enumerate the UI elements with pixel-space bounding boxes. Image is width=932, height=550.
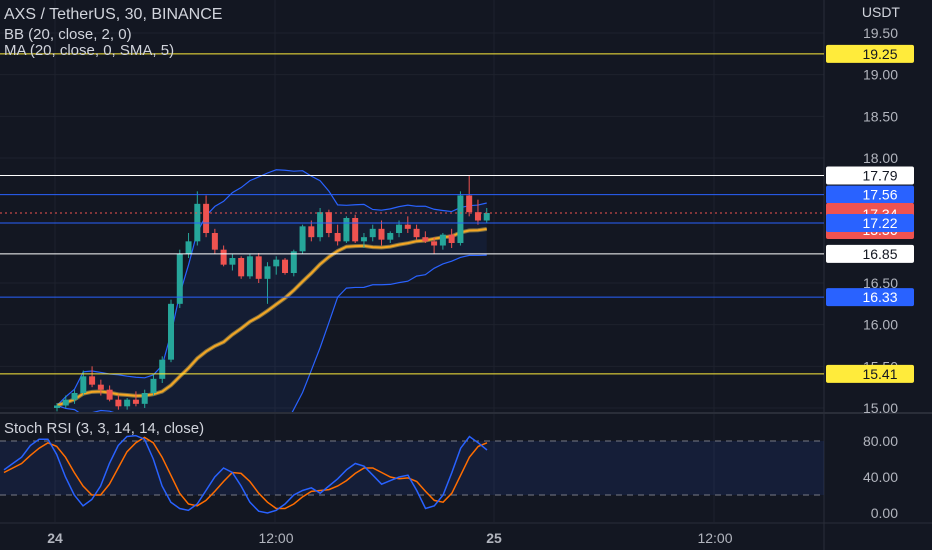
- ma-indicator-label[interactable]: MA (20, close, 0, SMA, 5): [4, 42, 175, 59]
- price-tick-label: 19.50: [863, 25, 898, 41]
- price-tag-value: 17.22: [862, 215, 897, 231]
- price-tag-box: [826, 214, 914, 232]
- candle-body: [448, 234, 455, 243]
- candle-body: [115, 399, 122, 407]
- candle-body: [273, 259, 280, 267]
- price-tag-value: 15.41: [862, 366, 897, 382]
- time-tick-label: 24: [47, 530, 63, 546]
- bb-indicator-label[interactable]: BB (20, close, 2, 0): [4, 26, 132, 43]
- candle-body: [466, 195, 473, 213]
- candle-body: [290, 251, 297, 273]
- candle-body: [439, 234, 446, 246]
- price-tag-box: [826, 364, 914, 383]
- price-tag-value: 16.85: [862, 246, 897, 262]
- candle-body: [203, 203, 210, 233]
- bb-lower-line: [56, 254, 487, 412]
- candle-body: [396, 224, 403, 233]
- candle-body: [343, 218, 350, 242]
- price-tick-label: 18.00: [863, 150, 898, 166]
- candle-body: [474, 212, 481, 221]
- time-tick-label: 25: [486, 530, 502, 546]
- candle-body: [378, 228, 385, 240]
- candle-body: [360, 237, 367, 242]
- candle-body: [352, 218, 359, 242]
- rsi-tick-label: 80.00: [863, 433, 898, 449]
- price-tag-box: [826, 44, 914, 63]
- candle-body: [71, 393, 78, 400]
- candle-body: [431, 241, 438, 246]
- candle-body: [404, 224, 411, 229]
- candle-body: [97, 384, 104, 390]
- candle-body: [299, 226, 306, 252]
- candle-body: [246, 256, 253, 277]
- candle-body: [457, 195, 464, 243]
- candle-body: [89, 376, 96, 385]
- time-tick-label: 12:00: [258, 530, 293, 546]
- bb-upper-line: [56, 169, 487, 406]
- candle-body: [238, 258, 245, 277]
- time-tick-label: 12:00: [697, 530, 732, 546]
- candle-body: [369, 228, 376, 238]
- price-tick-label: 18.50: [863, 108, 898, 124]
- candle-body: [282, 259, 289, 273]
- candle-body: [229, 258, 236, 265]
- candle-body: [308, 226, 315, 238]
- candle-body: [150, 378, 157, 393]
- ma-line: [56, 228, 487, 407]
- rsi-tick-label: 40.00: [863, 469, 898, 485]
- candle-body: [159, 359, 166, 379]
- candle-body: [54, 405, 60, 408]
- candle-body: [62, 399, 69, 406]
- candle-body: [387, 233, 394, 240]
- price-tick-label: 19.00: [863, 67, 898, 83]
- price-tag-box: [826, 288, 914, 307]
- candle-body: [317, 212, 324, 238]
- rsi-band-fill: [0, 441, 824, 495]
- candle-body: [334, 233, 341, 242]
- candle-body: [168, 303, 175, 360]
- symbol-title[interactable]: AXS / TetherUS, 30, BINANCE: [4, 6, 223, 23]
- price-tick-label: 16.00: [863, 317, 898, 333]
- candle-body: [264, 266, 271, 279]
- price-tag-value: 16.33: [862, 289, 897, 305]
- stoch-rsi-label[interactable]: Stoch RSI (3, 3, 14, 14, close): [4, 420, 205, 437]
- candle-body: [255, 256, 262, 279]
- candle-body: [80, 376, 87, 393]
- candle-body: [106, 389, 113, 400]
- rsi-k-line: [3, 434, 488, 514]
- candle-body: [141, 393, 148, 404]
- candle-body: [422, 237, 429, 242]
- currency-label[interactable]: USDT: [861, 4, 900, 20]
- price-tag-value: 17.56: [862, 187, 897, 203]
- price-tag-value: 19.25: [862, 46, 897, 62]
- candle-body: [132, 399, 139, 404]
- candle-body: [185, 241, 192, 254]
- main-pane: [54, 169, 490, 412]
- rsi-tick-label: 0.00: [871, 505, 898, 521]
- price-tag-box: [826, 244, 914, 263]
- rsi-d-line: [3, 436, 488, 510]
- price-tick-label: 15.00: [863, 400, 898, 416]
- price-tag-box: [826, 185, 914, 204]
- candle-body: [483, 213, 490, 221]
- candle-body: [220, 249, 227, 265]
- price-tag-value: 17.79: [862, 168, 897, 184]
- candle-body: [413, 228, 420, 238]
- candle-body: [176, 253, 183, 304]
- price-tag-box: [826, 166, 914, 185]
- price-tick-label: 16.50: [863, 275, 898, 291]
- candle-body: [124, 399, 131, 407]
- candle-body: [211, 233, 218, 250]
